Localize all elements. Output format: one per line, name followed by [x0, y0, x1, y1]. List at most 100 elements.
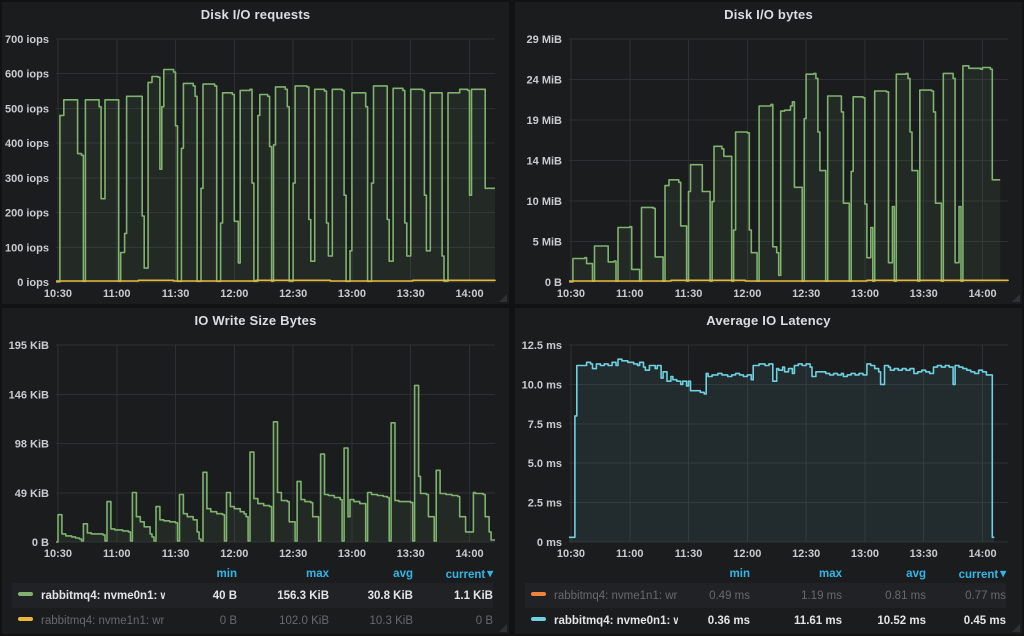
panel-title-io-write-size-bytes[interactable]: IO Write Size Bytes [194, 313, 317, 328]
disk-io-requests-chart[interactable]: 700 iops 600 iops 500 iops 400 iops 300 iops… [4, 27, 507, 302]
series-label[interactable]: rabbitmq4: nvme0n1: write [554, 614, 678, 627]
svg-text:600 iops: 600 iops [5, 69, 49, 81]
svg-text:11:00: 11:00 [103, 548, 131, 560]
svg-text:13:30: 13:30 [397, 548, 425, 560]
svg-text:49 KiB: 49 KiB [15, 488, 49, 500]
svg-text:10:30: 10:30 [557, 288, 585, 300]
axis-labels: 195 KiB 146 KiB 98 KiB 49 KiB 0 B10:30 11:00 1… [9, 340, 484, 560]
svg-text:300 iops: 300 iops [5, 173, 49, 185]
series-color-swatch[interactable] [18, 617, 33, 622]
legend-min-value: 0.49 ms [709, 589, 750, 602]
svg-text:11:30: 11:30 [675, 548, 703, 560]
chart-canvas: 195 KiB 146 KiB 98 KiB 49 KiB 0 B10:30 11:00 1… [9, 340, 495, 560]
svg-text:0 iops: 0 iops [17, 277, 49, 289]
gridlines [569, 344, 1008, 543]
svg-text:13:00: 13:00 [851, 288, 879, 300]
series-label[interactable]: rabbitmq4: nvme1n1: write [41, 614, 165, 627]
svg-text:14 MiB: 14 MiB [527, 156, 563, 168]
series-line [569, 65, 1001, 283]
legend-max-value: 156.3 KiB [277, 589, 329, 602]
svg-text:195 KiB: 195 KiB [9, 340, 49, 352]
legend-sort-avg[interactable]: avg [906, 567, 926, 580]
svg-text:146 KiB: 146 KiB [9, 389, 49, 401]
legend-current-value: 0 B [475, 614, 493, 627]
legend-sort-max[interactable]: max [305, 567, 329, 580]
svg-text:13:30: 13:30 [397, 288, 425, 300]
axis-labels: 29 MiB 24 MiB 19 MiB 14 MiB 10 MiB 5 MiB 0 B10… [527, 34, 997, 300]
series-color-swatch[interactable] [18, 592, 33, 597]
svg-text:11:30: 11:30 [675, 288, 703, 300]
series-line [569, 358, 995, 539]
svg-text:12:30: 12:30 [279, 288, 307, 300]
svg-text:11:30: 11:30 [162, 288, 190, 300]
average-io-latency-chart[interactable]: 12.5 ms 10.0 ms 7.5 ms 5.0 ms 2.5 ms 0 ms 10:3… [517, 333, 1020, 562]
svg-text:12:00: 12:00 [220, 288, 248, 300]
legend-avg-value: 0.81 ms [885, 589, 926, 602]
panel-resize-handle-icon[interactable] [499, 624, 507, 632]
svg-text:10.0 ms: 10.0 ms [522, 379, 562, 391]
legend-max-value: 1.19 ms [801, 589, 842, 602]
svg-text:12:30: 12:30 [792, 288, 820, 300]
legend-sort-min[interactable]: min [729, 567, 750, 580]
legend-row-nvme0n1[interactable]: rabbitmq4: nvme0n1: write 40 B 156.3 KiB… [12, 583, 493, 608]
legend-row-nvme1n1[interactable]: rabbitmq4: nvme1n1: write 0 B 102.0 KiB … [12, 608, 493, 633]
svg-text:10:30: 10:30 [44, 288, 72, 300]
panel-io-write-size-bytes: IO Write Size Bytes 195 KiB 146 KiB 98 KiB… [2, 308, 509, 634]
axis-labels: 700 iops 600 iops 500 iops 400 iops 300 iops… [5, 34, 484, 300]
series-label[interactable]: rabbitmq4: nvme1n1: write [554, 589, 678, 602]
legend-max-value: 11.61 ms [794, 614, 842, 627]
series-color-swatch[interactable] [531, 617, 546, 622]
legend-row-nvme0n1[interactable]: rabbitmq4: nvme0n1: write 0.36 ms 11.61 … [525, 608, 1006, 633]
svg-text:14:00: 14:00 [455, 548, 483, 560]
svg-text:13:30: 13:30 [910, 288, 938, 300]
series-color-swatch[interactable] [531, 592, 546, 597]
legend-min-value: 0.36 ms [707, 614, 750, 627]
chart-canvas: 29 MiB 24 MiB 19 MiB 14 MiB 10 MiB 5 MiB 0 B10… [527, 34, 1009, 300]
svg-text:10:30: 10:30 [44, 548, 72, 560]
svg-text:11:00: 11:00 [103, 288, 131, 300]
svg-text:14:00: 14:00 [968, 548, 996, 560]
svg-text:10:30: 10:30 [557, 548, 585, 560]
svg-text:5 MiB: 5 MiB [533, 237, 562, 249]
legend-sort-current-label: current [958, 568, 999, 581]
panel-resize-handle-icon[interactable] [499, 294, 507, 302]
legend-row-nvme1n1[interactable]: rabbitmq4: nvme1n1: write 0.49 ms 1.19 m… [525, 583, 1006, 608]
series-label[interactable]: rabbitmq4: nvme0n1: write [41, 589, 165, 602]
panel-average-io-latency: Average IO Latency 12.5 ms 10.0 ms 7.5 ms 5… [515, 308, 1022, 634]
axis-labels: 12.5 ms 10.0 ms 7.5 ms 5.0 ms 2.5 ms 0 ms10:3… [522, 340, 997, 560]
series-area [56, 385, 495, 542]
svg-text:11:30: 11:30 [162, 548, 190, 560]
legend-sort-avg[interactable]: avg [393, 567, 413, 580]
legend-sort-current[interactable]: current ▾ [413, 564, 493, 583]
legend-header-spacer [525, 564, 678, 583]
svg-text:5.0 ms: 5.0 ms [528, 458, 562, 470]
disk-io-bytes-chart[interactable]: 29 MiB 24 MiB 19 MiB 14 MiB 10 MiB 5 MiB 0 B 10… [517, 27, 1020, 302]
legend-header-row: min max avg current ▾ [525, 564, 1006, 583]
svg-text:11:00: 11:00 [616, 288, 644, 300]
series-area [56, 69, 495, 282]
legend-sort-min[interactable]: min [216, 567, 237, 580]
svg-text:13:00: 13:00 [338, 288, 366, 300]
svg-text:13:00: 13:00 [851, 548, 879, 560]
legend-io-write-size-bytes: min max avg current ▾ rabbitmq4: nvme0n1:… [2, 564, 509, 634]
io-write-size-bytes-chart[interactable]: 195 KiB 146 KiB 98 KiB 49 KiB 0 B 10:30 11:00 1… [4, 333, 507, 562]
svg-text:12:00: 12:00 [733, 288, 761, 300]
svg-text:14:00: 14:00 [968, 288, 996, 300]
panel-disk-io-requests: Disk I/O requests 700 iops 600 iops 500 io… [2, 2, 509, 304]
legend-sort-max[interactable]: max [818, 567, 842, 580]
svg-text:10 MiB: 10 MiB [527, 196, 563, 208]
svg-text:200 iops: 200 iops [5, 208, 49, 220]
legend-average-io-latency: min max avg current ▾ rabbitmq4: nvme1n1:… [515, 564, 1022, 634]
panel-resize-handle-icon[interactable] [1012, 294, 1020, 302]
svg-text:2.5 ms: 2.5 ms [528, 498, 562, 510]
panel-title-disk-io-requests[interactable]: Disk I/O requests [200, 7, 311, 22]
chart-canvas: 12.5 ms 10.0 ms 7.5 ms 5.0 ms 2.5 ms 0 ms10:3… [522, 340, 1008, 560]
panel-title-average-io-latency[interactable]: Average IO Latency [706, 313, 831, 328]
svg-text:12:00: 12:00 [733, 548, 761, 560]
panel-resize-handle-icon[interactable] [1012, 624, 1020, 632]
svg-text:12.5 ms: 12.5 ms [522, 340, 562, 352]
panel-title-disk-io-bytes[interactable]: Disk I/O bytes [724, 7, 813, 22]
legend-sort-current[interactable]: current ▾ [926, 564, 1006, 583]
legend-header-row: min max avg current ▾ [12, 564, 493, 583]
